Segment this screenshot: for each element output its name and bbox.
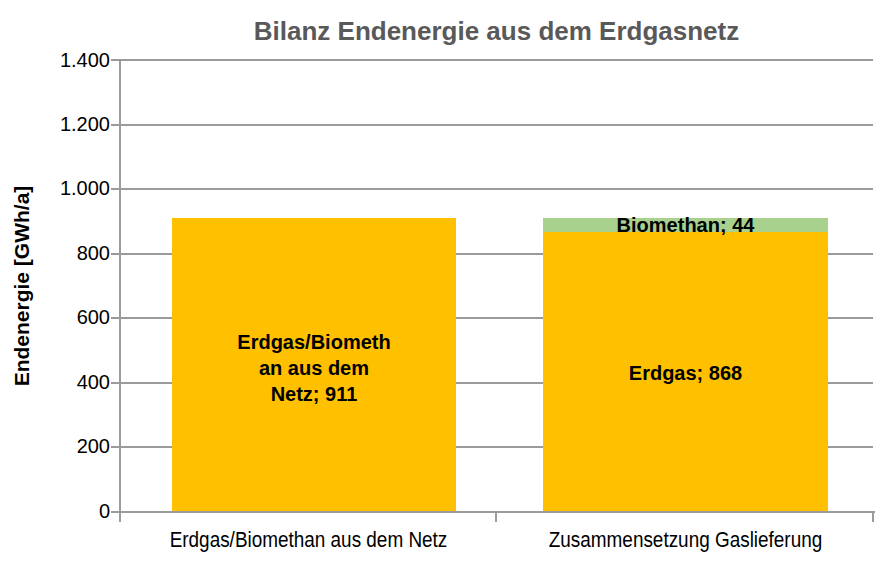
- x-category-label-2: Zusammensetzung Gaslieferung: [523, 527, 847, 553]
- y-axis-title-text: Endenergie [GWh/a]: [10, 186, 34, 387]
- chart-title: Bilanz Endenergie aus dem Erdgasnetz: [120, 16, 873, 47]
- gridline-1200: [120, 124, 873, 126]
- y-tick: [111, 446, 120, 448]
- y-tick: [111, 59, 120, 61]
- y-tick: [111, 382, 120, 384]
- y-tick: [111, 124, 120, 126]
- gridline-1000: [120, 188, 873, 190]
- x-axis-line: [119, 511, 875, 513]
- data-label-biomethan: Biomethan; 44: [543, 212, 828, 238]
- y-axis-title: Endenergie [GWh/a]: [4, 60, 40, 512]
- bar-chart: Bilanz Endenergie aus dem Erdgasnetz 1.4…: [0, 0, 895, 561]
- data-label-erdgas-biomethan-netz: Erdgas/Biometh an aus dem Netz; 911: [172, 329, 456, 407]
- y-axis-line: [119, 59, 121, 522]
- y-tick: [111, 317, 120, 319]
- data-label-erdgas: Erdgas; 868: [543, 360, 828, 386]
- x-tick-right: [872, 511, 874, 522]
- y-tick: [111, 188, 120, 190]
- gridline-1400: [120, 59, 873, 61]
- x-tick-category-divider: [495, 511, 497, 522]
- x-category-label-1: Erdgas/Biomethan aus dem Netz: [146, 527, 470, 553]
- y-tick: [111, 511, 120, 513]
- y-tick: [111, 253, 120, 255]
